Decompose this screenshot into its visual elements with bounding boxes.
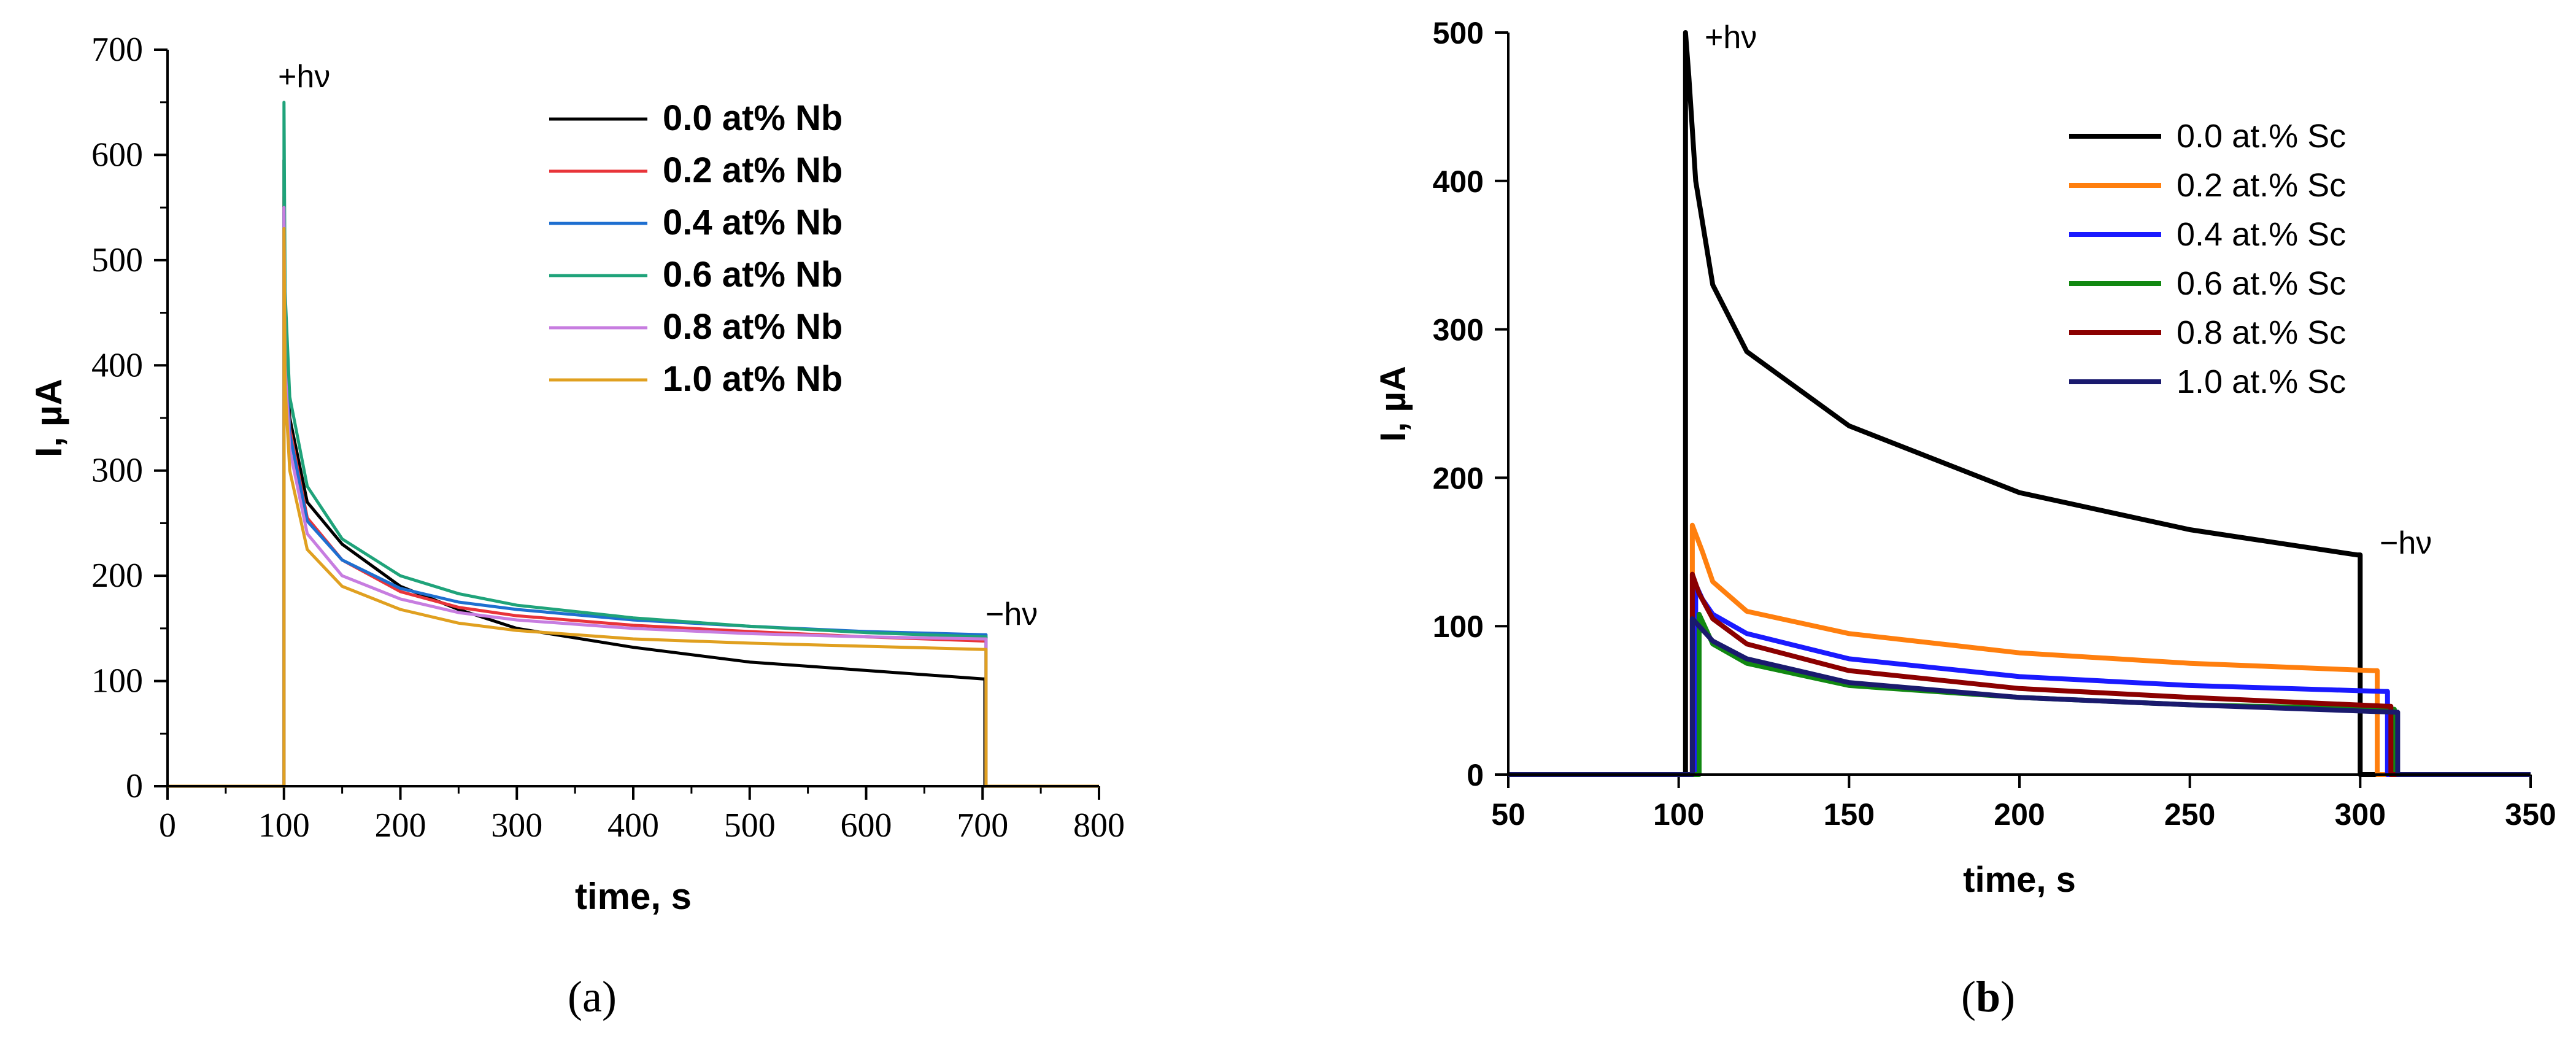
panel-b-x-tick-label: 300 bbox=[2335, 797, 2386, 832]
panel-a-series-line-5 bbox=[168, 226, 1099, 788]
panel-a-axes: 0 100 200 300 400 500 600 700 800 0 100 200 300 400 50… bbox=[91, 31, 1125, 845]
panel-b-x-label: time, s bbox=[1963, 860, 2076, 900]
panel-a-x-tick-label: 0 bbox=[159, 806, 176, 845]
panel-a-x-tick-label: 500 bbox=[724, 806, 776, 845]
panel-a-x-tick-label: 100 bbox=[258, 806, 310, 845]
panel-b-legend-label: 0.4 at.% Sc bbox=[2177, 216, 2346, 253]
panel-b-annotation-on: +hν bbox=[1705, 20, 1757, 55]
panel-a-x-tick-label: 200 bbox=[375, 806, 426, 845]
panel-a-caption-close: ) bbox=[602, 972, 617, 1021]
panel-b-y-tick-label: 500 bbox=[1433, 16, 1484, 50]
panel-a-legend-label: 0.0 at% Nb bbox=[663, 98, 843, 138]
panel-b-x-tick-label: 50 bbox=[1491, 797, 1525, 832]
panel-a: 0 100 200 300 400 500 600 700 800 0 100 200 300 400 50… bbox=[28, 31, 1125, 1021]
panel-a-legend-label: 0.4 at% Nb bbox=[663, 203, 843, 242]
panel-a-annotation-off: −hν bbox=[985, 597, 1038, 632]
panel-b-caption-letter: b bbox=[1976, 972, 2000, 1021]
panel-a-y-tick-label: 500 bbox=[91, 241, 143, 279]
panel-a-x-label: time, s bbox=[575, 876, 692, 917]
panel-b-axes: 50 100 150 200 250 300 350 0 100 200 300 400 500 bbox=[1433, 16, 2556, 832]
panel-a-legend-label: 0.8 at% Nb bbox=[663, 307, 843, 347]
panel-a-caption-letter: a bbox=[582, 972, 602, 1021]
panel-a-y-tick-label: 200 bbox=[91, 557, 143, 595]
panel-b-x-tick-label: 250 bbox=[2164, 797, 2215, 832]
panel-b-legend: 0.0 at.% Sc 0.2 at.% Sc 0.4 at.% Sc 0.6 at.… bbox=[2069, 118, 2346, 400]
panel-a-x-tick-label: 800 bbox=[1073, 806, 1125, 845]
panel-b-y-tick-label: 100 bbox=[1433, 609, 1484, 644]
panel-a-y-tick-label: 400 bbox=[91, 346, 143, 384]
panel-a-caption-open: ( bbox=[568, 972, 582, 1021]
panel-b-legend-label: 0.6 at.% Sc bbox=[2177, 265, 2346, 302]
panel-b-series-group bbox=[1508, 30, 2531, 777]
panel-b-y-label: I, µA bbox=[1373, 366, 1413, 442]
panel-a-legend-label: 0.2 at% Nb bbox=[663, 150, 843, 190]
panel-b-series-line-3 bbox=[1508, 611, 2531, 777]
panel-b-annotation-off: −hν bbox=[2380, 525, 2432, 561]
panel-b-series-line-5 bbox=[1508, 616, 2531, 777]
panel-a-y-tick-label: 100 bbox=[91, 662, 143, 700]
panel-a-legend-label: 0.6 at% Nb bbox=[663, 255, 843, 295]
panel-b-y-tick-label: 0 bbox=[1467, 758, 1484, 792]
panel-b: 50 100 150 200 250 300 350 0 100 200 300 400 500 tim… bbox=[1373, 16, 2556, 1021]
panel-a-x-tick-label: 400 bbox=[607, 806, 659, 845]
panel-b-caption: (b) bbox=[1961, 972, 2015, 1021]
panel-a-annotation-on: +hν bbox=[278, 59, 330, 95]
panel-a-x-tick-label: 600 bbox=[841, 806, 892, 845]
panel-b-x-tick-label: 100 bbox=[1653, 797, 1704, 832]
panel-b-series-line-0 bbox=[1508, 30, 2531, 777]
panel-b-caption-close: ) bbox=[2000, 972, 2015, 1021]
panel-b-y-tick-label: 300 bbox=[1433, 313, 1484, 347]
panel-b-series-line-1 bbox=[1508, 522, 2531, 777]
panel-b-series-line-4 bbox=[1508, 571, 2531, 777]
panel-a-x-tick-label: 700 bbox=[957, 806, 1008, 845]
panel-a-legend: 0.0 at% Nb 0.2 at% Nb 0.4 at% Nb 0.6 at% Nb… bbox=[549, 98, 843, 399]
panel-b-y-tick-label: 400 bbox=[1433, 164, 1484, 199]
panel-a-y-tick-label: 700 bbox=[91, 31, 143, 69]
panel-a-caption: (a) bbox=[568, 972, 617, 1021]
panel-a-y-tick-label: 0 bbox=[126, 767, 143, 805]
panel-a-y-label: I, µA bbox=[28, 379, 69, 457]
panel-b-legend-label: 0.0 at.% Sc bbox=[2177, 118, 2346, 155]
panel-b-legend-label: 0.2 at.% Sc bbox=[2177, 167, 2346, 204]
panel-a-y-tick-label: 300 bbox=[91, 452, 143, 490]
panel-a-y-tick-label: 600 bbox=[91, 136, 143, 174]
panel-b-legend-label: 1.0 at.% Sc bbox=[2177, 363, 2346, 400]
panel-a-legend-label: 1.0 at% Nb bbox=[663, 359, 843, 399]
panel-b-x-tick-label: 350 bbox=[2505, 797, 2556, 832]
panel-b-y-tick-label: 200 bbox=[1433, 461, 1484, 495]
panel-b-legend-label: 0.8 at.% Sc bbox=[2177, 314, 2346, 351]
panel-b-caption-open: ( bbox=[1961, 972, 1976, 1021]
panel-b-x-tick-label: 150 bbox=[1824, 797, 1875, 832]
panel-a-series-group bbox=[168, 101, 1099, 788]
panel-b-x-tick-label: 200 bbox=[1994, 797, 2045, 832]
panel-a-x-tick-label: 300 bbox=[491, 806, 542, 845]
